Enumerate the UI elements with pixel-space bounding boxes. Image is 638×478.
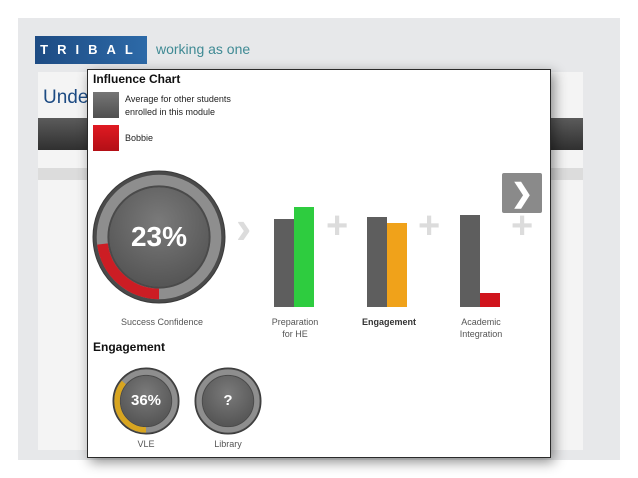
vle-gauge[interactable]: 36% [112,367,180,435]
legend-label-average-line1: Average for other students [125,94,231,104]
chevron-right-icon: ❯ [511,178,533,208]
library-label: Library [214,439,242,449]
arrow-connector-icon: › [236,201,252,253]
library-gauge[interactable]: ? [194,367,262,435]
gauge-track [196,369,260,433]
plus-connector-icon: + [418,205,441,247]
legend-swatch-average [93,92,119,118]
factor-label-engagement: Engagement [361,317,416,327]
gauge-value-arc [96,174,222,300]
success-confidence-gauge[interactable]: 23% [92,170,226,304]
page-heading: Unde [43,87,89,108]
factor-label-academic-line2: Integration [459,329,503,339]
engagement-section-title: Engagement [93,340,166,354]
legend-label-student: Bobbie [125,133,154,143]
factor-label-preparation: Preparation for HE [255,316,335,340]
next-button[interactable]: ❯ [502,173,542,213]
popup-title: Influence Chart [93,72,181,86]
gauge-inner-shade [120,375,172,427]
bar-average [274,219,294,307]
success-confidence-label: Success Confidence [120,317,204,327]
bar-student [387,223,407,307]
factor-label-preparation-line1: Preparation [271,317,319,327]
plus-connector-icon: + [511,205,534,247]
bar-student [294,207,314,307]
gauge-inner-shade [202,375,254,427]
gauge-value-text: 23% [130,221,188,252]
factor-label-academic-line1: Academic [461,317,501,327]
bar-student [480,293,500,307]
vle-label: VLE [137,439,155,449]
legend-label-average: Average for other students enrolled in t… [125,93,231,119]
gauge-inner-shade [109,187,209,287]
bar-average [460,215,480,307]
bar-average [367,217,387,307]
gauge-value-arc [114,369,178,433]
gauge-graphic [194,367,262,435]
plus-connector-icon: + [326,205,349,247]
legend-swatch-student [93,125,119,151]
gauge-value-text: ? [223,392,233,409]
gauge-graphic [112,367,180,435]
factor-label-academic: Academic Integration [441,316,521,340]
tagline: working as one [156,41,251,57]
factor-label-preparation-line2: for HE [282,329,308,339]
gauge-value-text: 36% [130,392,162,409]
gauge-graphic [92,170,226,304]
factor-bar-chart [274,207,500,307]
influence-chart-popup: Influence Chart Average for other studen… [87,69,551,458]
tribal-logo: TRIBAL [35,36,147,64]
legend-label-average-line2: enrolled in this module [125,107,216,117]
